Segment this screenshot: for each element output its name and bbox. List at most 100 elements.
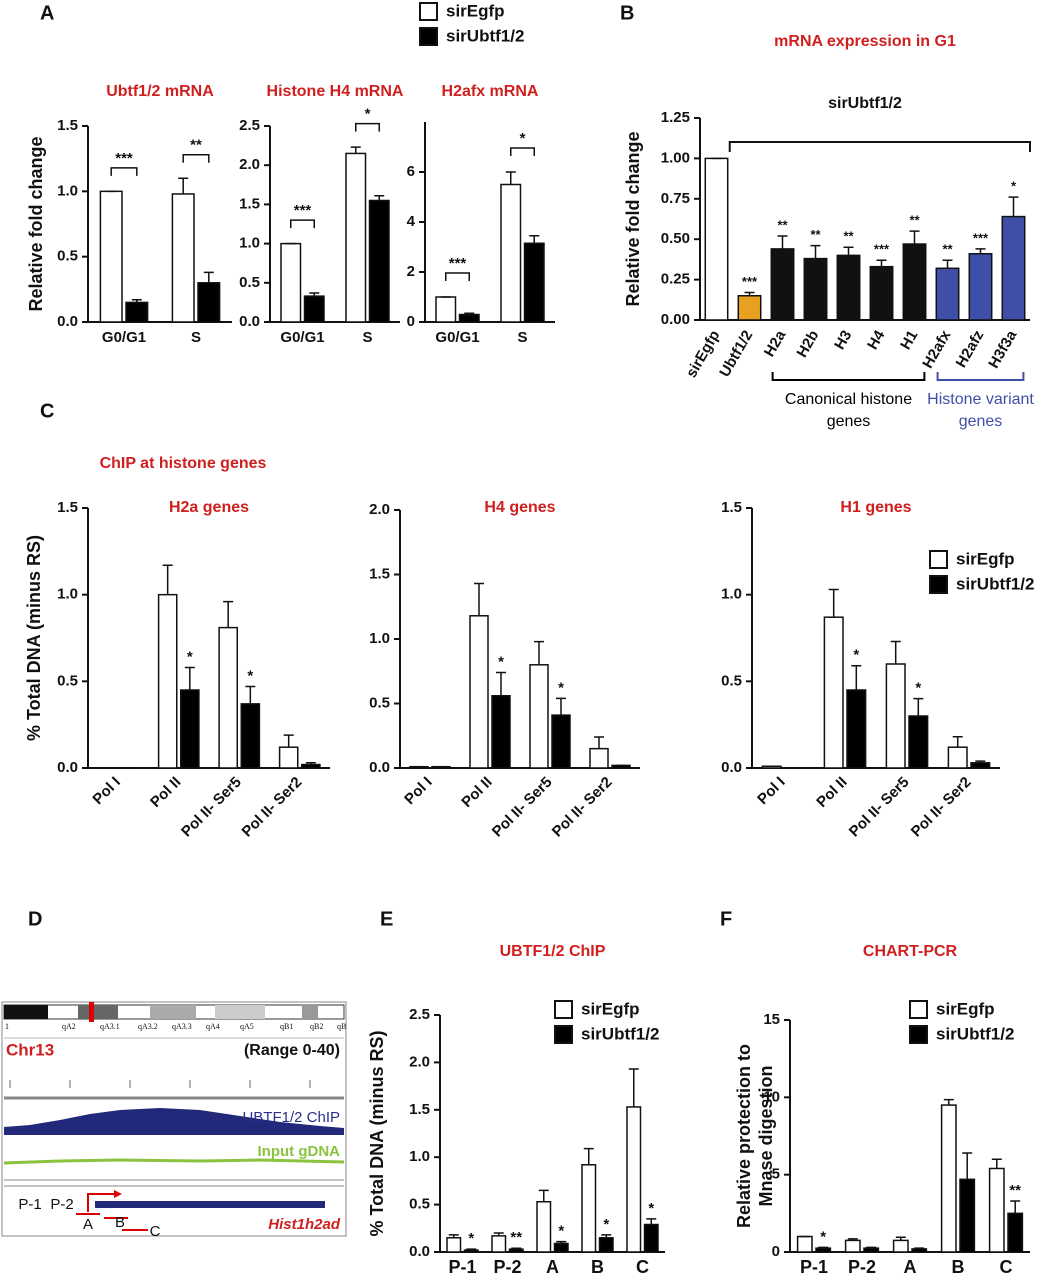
chart-title: H1 genes bbox=[840, 499, 911, 516]
legend-label: sirUbtf1/2 bbox=[956, 574, 1034, 593]
y-tick-label: 1.0 bbox=[239, 235, 260, 252]
x-tick-label: H2b bbox=[794, 327, 823, 360]
chart-title: H4 genes bbox=[484, 499, 555, 516]
chart-title: Histone H4 mRNA bbox=[267, 83, 404, 100]
significance-label: * bbox=[187, 648, 193, 665]
bar bbox=[598, 1237, 614, 1253]
error-bar bbox=[184, 666, 195, 690]
x-tick-label: B bbox=[591, 1257, 604, 1277]
x-tick-label: H4 bbox=[864, 327, 889, 353]
bar bbox=[491, 695, 511, 769]
x-tick-label: Pol I bbox=[401, 774, 435, 808]
y-tick-label: 0.0 bbox=[369, 759, 390, 776]
band-label: qA3.2 bbox=[138, 1022, 158, 1031]
bar bbox=[581, 1164, 597, 1253]
track-label: UBTF1/2 ChIP bbox=[242, 1109, 340, 1126]
y-tick-label: 1.0 bbox=[369, 630, 390, 647]
significance-label: *** bbox=[874, 242, 890, 257]
y-tick-label: 2.5 bbox=[409, 1006, 430, 1023]
legend-label: sirUbtf1/2 bbox=[936, 1024, 1014, 1043]
bar bbox=[796, 1235, 813, 1253]
y-tick-label: 1.5 bbox=[369, 565, 390, 582]
significance-label: ** bbox=[510, 1229, 522, 1246]
y-tick-label: 0.5 bbox=[57, 248, 78, 265]
band-label: 1 bbox=[5, 1022, 9, 1031]
significance-label: ** bbox=[843, 229, 854, 244]
significance-bracket bbox=[510, 147, 535, 156]
error-bar bbox=[203, 271, 214, 283]
x-tick-label: H2afz bbox=[953, 327, 988, 370]
bar bbox=[278, 746, 299, 769]
bar bbox=[737, 295, 762, 321]
y-tick-label: 1.5 bbox=[57, 499, 78, 516]
input-coverage bbox=[3, 1158, 345, 1165]
bar bbox=[435, 296, 457, 323]
bar bbox=[970, 762, 991, 769]
ideogram-band bbox=[78, 1005, 118, 1019]
primer-label: C bbox=[150, 1223, 161, 1240]
band-label: qA3.1 bbox=[100, 1022, 120, 1031]
significance-bracket bbox=[355, 122, 380, 132]
chart-title: UBTF1/2 ChIP bbox=[500, 943, 606, 960]
error-bar bbox=[851, 664, 862, 690]
error-bar bbox=[991, 1158, 1002, 1169]
error-bar bbox=[843, 246, 854, 256]
x-tick-label: B bbox=[952, 1257, 965, 1277]
y-tick-label: 0.5 bbox=[239, 274, 260, 291]
panel-letter: E bbox=[380, 908, 393, 930]
section-heading: ChIP at histone genes bbox=[100, 455, 267, 472]
primer-label: B bbox=[115, 1214, 125, 1231]
significance-bracket bbox=[445, 272, 470, 281]
y-tick-label: 1.5 bbox=[409, 1101, 430, 1118]
bar bbox=[1001, 215, 1026, 321]
error-bar bbox=[223, 600, 234, 628]
legend-label: sirEgfp bbox=[956, 549, 1015, 568]
significance-label: ** bbox=[942, 242, 953, 257]
legend-label: sirEgfp bbox=[936, 999, 995, 1018]
bar bbox=[180, 689, 200, 769]
x-tick-label: H1 bbox=[897, 327, 921, 352]
y-tick-label: 10 bbox=[763, 1088, 780, 1105]
group-bracket bbox=[771, 372, 926, 381]
x-tick-label: C bbox=[636, 1257, 649, 1277]
bar bbox=[469, 615, 489, 769]
y-tick-label: 1.0 bbox=[409, 1148, 430, 1165]
error-bar bbox=[505, 171, 516, 185]
y-tick-label: 1.5 bbox=[721, 499, 742, 516]
y-tick-label: 0.0 bbox=[57, 313, 78, 330]
y-tick-label: 0.50 bbox=[661, 230, 690, 247]
y-tick-label: 1.25 bbox=[661, 109, 690, 126]
y-tick-label: 1.0 bbox=[57, 182, 78, 199]
y-tick-label: 0.00 bbox=[661, 311, 690, 328]
bar bbox=[704, 157, 729, 321]
bar bbox=[301, 763, 321, 769]
y-tick-label: 1.5 bbox=[239, 195, 260, 212]
y-axis-label: Relative protection to bbox=[734, 1044, 754, 1228]
panel-letter: C bbox=[40, 400, 54, 422]
significance-label: * bbox=[558, 1223, 564, 1240]
bar bbox=[529, 664, 549, 769]
y-tick-label: 0.5 bbox=[721, 672, 742, 689]
legend-label: sirUbtf1/2 bbox=[446, 26, 524, 45]
bar bbox=[626, 1106, 642, 1253]
x-tick-label: G0/G1 bbox=[435, 329, 479, 346]
y-tick-label: 2 bbox=[407, 263, 415, 280]
error-bar bbox=[895, 1236, 906, 1241]
significance-label: ** bbox=[810, 227, 821, 242]
significance-label: * bbox=[1011, 179, 1017, 194]
y-tick-label: 2.0 bbox=[369, 501, 390, 518]
significance-label: * bbox=[498, 654, 504, 671]
x-tick-label: C bbox=[1000, 1257, 1013, 1277]
bar bbox=[345, 152, 367, 323]
primer-label: P-1 bbox=[18, 1196, 41, 1213]
error-bar bbox=[952, 736, 963, 748]
error-bar bbox=[628, 1068, 639, 1107]
error-bar bbox=[777, 235, 788, 249]
ideogram-band bbox=[215, 1005, 265, 1019]
x-tick-label: A bbox=[546, 1257, 559, 1277]
bar bbox=[911, 1248, 928, 1253]
tss-arrowhead bbox=[114, 1190, 122, 1198]
error-bar bbox=[866, 1246, 877, 1249]
legend-label: sirEgfp bbox=[446, 1, 505, 20]
